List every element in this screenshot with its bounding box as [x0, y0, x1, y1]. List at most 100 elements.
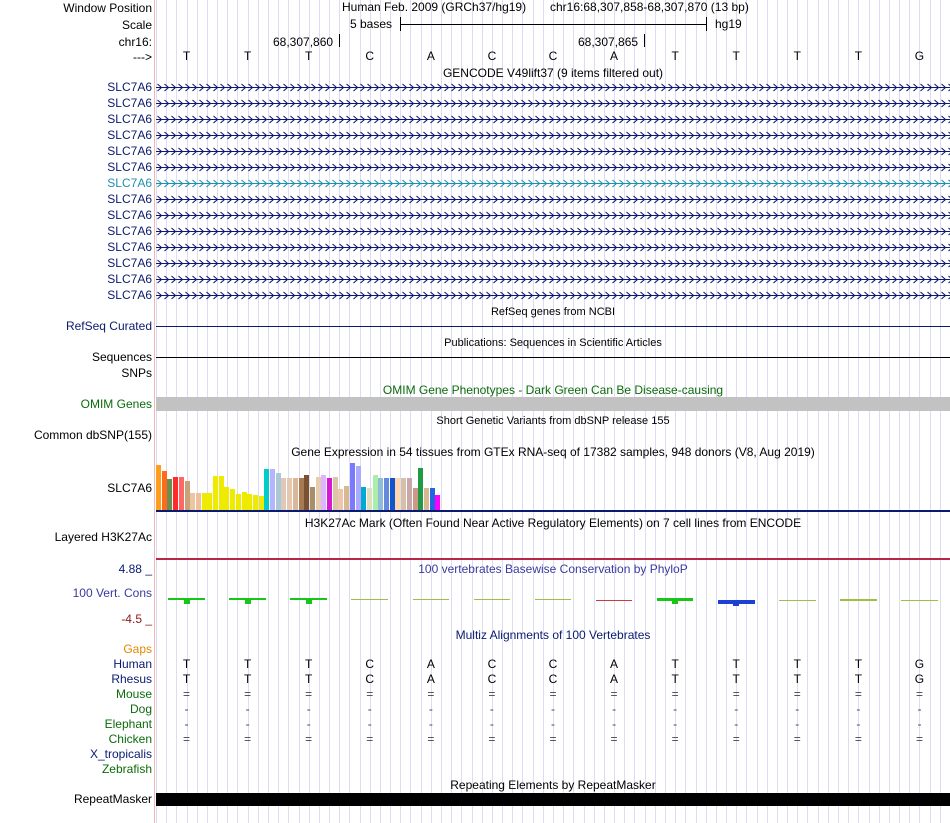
gaps-label[interactable]: Gaps [123, 642, 152, 656]
multiz-base: = [732, 732, 740, 746]
gencode-row-label[interactable]: SLC7A6 [107, 96, 152, 110]
gencode-row-label[interactable]: SLC7A6 [107, 288, 152, 302]
gtex-tissue-bar[interactable] [315, 476, 321, 510]
dbsnp-label[interactable]: Common dbSNP(155) [33, 428, 152, 442]
gtex-tissue-bar[interactable] [412, 488, 418, 510]
h3k27ac-label[interactable]: Layered H3K27Ac [54, 530, 152, 544]
gencode-row-label[interactable]: SLC7A6 [107, 224, 152, 238]
gtex-tissue-bar[interactable] [195, 493, 201, 510]
gtex-tissue-bar[interactable] [207, 493, 213, 510]
multiz-species-label[interactable]: Dog [129, 702, 152, 716]
gencode-row-label[interactable]: SLC7A6 [107, 176, 152, 190]
gtex-tissue-bar[interactable] [184, 480, 190, 510]
multiz-base: C [487, 672, 497, 686]
gencode-row-label[interactable]: SLC7A6 [107, 192, 152, 206]
label-divider [154, 0, 155, 823]
gtex-tissue-bar[interactable] [395, 477, 401, 510]
pubs-label[interactable]: Sequences [91, 350, 152, 364]
gtex-tissue-bar[interactable] [423, 488, 429, 510]
gtex-tissue-bar[interactable] [252, 495, 258, 510]
gtex-tissue-bar[interactable] [401, 477, 407, 510]
gtex-tissue-bar[interactable] [161, 470, 167, 510]
multiz-base: - [428, 702, 433, 716]
gtex-tissue-bar[interactable] [406, 477, 412, 510]
gtex-tissue-bar[interactable] [384, 477, 389, 510]
multiz-species-label[interactable]: Rhesus [111, 672, 152, 686]
refseq-line[interactable] [156, 326, 950, 327]
gtex-tissue-bar[interactable] [361, 487, 367, 510]
gtex-tissue-bar[interactable] [292, 477, 298, 510]
multiz-base: = [549, 687, 557, 701]
multiz-species-label[interactable]: Zebrafish [101, 762, 152, 776]
gtex-tissue-bar[interactable] [201, 493, 207, 510]
gtex-tissue-bar[interactable] [173, 476, 179, 510]
gtex-tissue-bar[interactable] [241, 492, 247, 510]
repeatmasker-bar[interactable] [156, 793, 950, 806]
gtex-tissue-bar[interactable] [178, 476, 184, 510]
gtex-tissue-bar[interactable] [418, 467, 424, 510]
multiz-base: - [734, 717, 739, 731]
gencode-row-label[interactable]: SLC7A6 [107, 128, 152, 142]
omim-label[interactable]: OMIM Genes [80, 397, 152, 411]
gtex-tissue-bar[interactable] [344, 486, 350, 510]
gencode-row-label[interactable]: SLC7A6 [107, 112, 152, 126]
gencode-row-label[interactable]: SLC7A6 [107, 240, 152, 254]
pubs-line[interactable] [156, 357, 950, 358]
gencode-row-label[interactable]: SLC7A6 [107, 160, 152, 174]
gtex-tissue-bar[interactable] [281, 477, 287, 510]
gtex-tissue-bar[interactable] [338, 489, 344, 510]
gtex-tissue-bar[interactable] [332, 476, 338, 510]
gtex-tissue-bar[interactable] [366, 488, 372, 510]
gtex-tissue-bar[interactable] [224, 487, 230, 510]
gtex-tissue-bar[interactable] [156, 464, 161, 510]
gtex-tissue-bar[interactable] [190, 493, 196, 510]
gtex-tissue-bar[interactable] [429, 488, 435, 510]
gtex-tissue-bar[interactable] [327, 477, 332, 510]
gtex-tissue-bar[interactable] [378, 477, 384, 510]
gtex-tissue-bar[interactable] [309, 487, 315, 510]
phylop-label[interactable]: 100 Vert. Cons [72, 586, 152, 600]
coord-label-1: 68,307,860 [273, 35, 334, 49]
gtex-tissue-bar[interactable] [372, 474, 378, 510]
gencode-row-label[interactable]: SLC7A6 [107, 272, 152, 286]
multiz-species-label[interactable]: Chicken [108, 732, 152, 746]
pubs-title: Publications: Sequences in Scientific Ar… [444, 337, 662, 349]
gtex-tissue-bar[interactable] [298, 477, 304, 510]
gtex-tissue-bar[interactable] [270, 468, 275, 510]
multiz-base: = [305, 687, 313, 701]
gencode-row-label[interactable]: SLC7A6 [107, 256, 152, 270]
multiz-species-label[interactable]: Mouse [115, 687, 152, 701]
gtex-tissue-bar[interactable] [435, 495, 441, 510]
h3k27ac-signal[interactable] [156, 558, 950, 560]
gtex-tissue-bar[interactable] [258, 496, 264, 510]
gtex-tissue-bar[interactable] [247, 494, 253, 510]
gtex-tissue-bar[interactable] [304, 474, 310, 510]
gtex-chart[interactable] [156, 461, 950, 510]
multiz-species-label[interactable]: Elephant [104, 717, 152, 731]
gtex-tissue-bar[interactable] [213, 475, 218, 510]
gtex-tissue-bar[interactable] [355, 465, 361, 510]
multiz-species-label[interactable]: Human [113, 657, 152, 671]
gencode-row-label[interactable]: SLC7A6 [107, 208, 152, 222]
gtex-label[interactable]: SLC7A6 [107, 481, 152, 495]
gtex-tissue-bar[interactable] [275, 472, 281, 510]
snps-label[interactable]: SNPs [121, 366, 152, 380]
repeatmasker-label[interactable]: RepeatMasker [73, 792, 152, 806]
gencode-row-label[interactable]: SLC7A6 [107, 144, 152, 158]
gtex-tissue-bar[interactable] [287, 477, 293, 510]
gtex-tissue-bar[interactable] [218, 475, 224, 510]
gtex-tissue-bar[interactable] [321, 474, 327, 510]
grid-line [624, 0, 625, 823]
multiz-species-label[interactable]: X_tropicalis [89, 747, 152, 761]
refseq-label[interactable]: RefSeq Curated [65, 319, 152, 333]
gtex-tissue-bar[interactable] [389, 477, 395, 510]
gtex-tissue-bar[interactable] [264, 468, 270, 510]
omim-bar[interactable] [156, 397, 950, 411]
gtex-tissue-bar[interactable] [230, 489, 236, 510]
gtex-tissue-bar[interactable] [167, 478, 173, 510]
gencode-row-label[interactable]: SLC7A6 [107, 80, 152, 94]
gtex-tissue-bar[interactable] [235, 494, 241, 510]
phylop-peak-mark [733, 602, 740, 606]
gtex-tissue-bar[interactable] [349, 462, 355, 510]
